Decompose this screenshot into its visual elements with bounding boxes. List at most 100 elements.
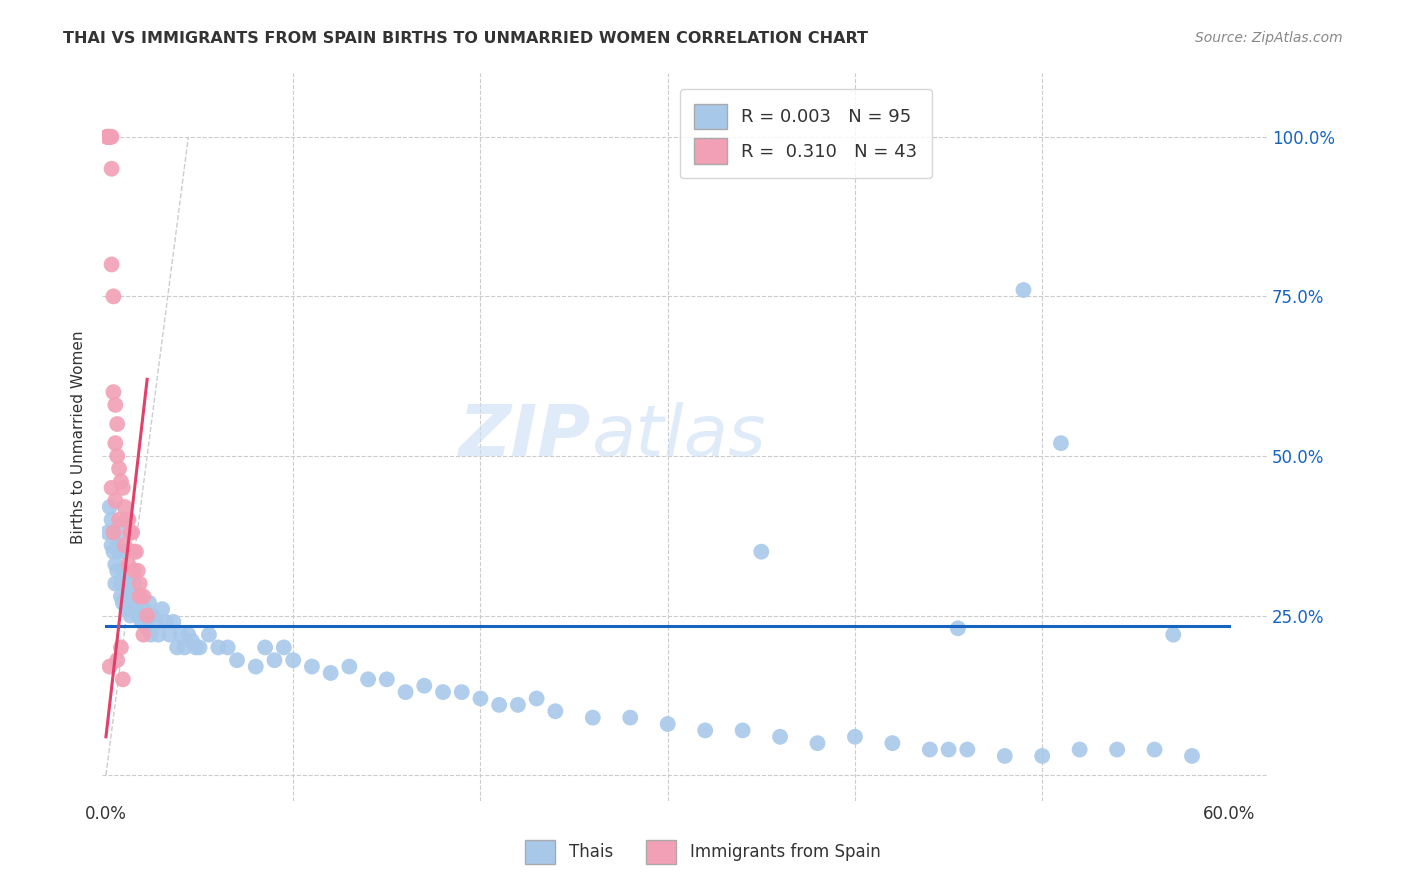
Point (114, 500, 136, 514)
Point (128, 576, 150, 591)
Point (162, 615, 184, 629)
Point (96, 129, 118, 144)
Point (245, 659, 267, 673)
Point (105, 564, 128, 578)
Point (177, 628, 200, 642)
Point (105, 449, 128, 463)
Point (263, 653, 285, 667)
Point (104, 436, 127, 450)
Point (120, 525, 142, 540)
Point (114, 538, 136, 552)
Point (105, 538, 128, 552)
Point (181, 634, 204, 648)
Point (136, 608, 159, 623)
Point (121, 525, 143, 540)
Point (946, 621, 969, 635)
Point (619, 711, 641, 725)
Point (139, 628, 162, 642)
Point (104, 493, 127, 508)
Point (1181, 748, 1204, 763)
Point (173, 640, 195, 655)
Point (105, 653, 128, 667)
Legend: Thais, Immigrants from Spain: Thais, Immigrants from Spain (519, 833, 887, 871)
Point (103, 289, 125, 303)
Point (104, 576, 127, 591)
Point (117, 558, 139, 572)
Point (731, 723, 754, 738)
Point (283, 653, 305, 667)
Point (1143, 742, 1166, 756)
Point (145, 615, 167, 629)
Point (108, 544, 131, 558)
Point (1012, 283, 1035, 297)
Point (582, 711, 605, 725)
Point (100, 538, 122, 552)
Point (115, 590, 138, 604)
Point (132, 590, 155, 604)
Point (450, 685, 472, 699)
Point (114, 544, 136, 558)
Point (127, 608, 149, 623)
Point (413, 679, 436, 693)
Point (488, 698, 510, 712)
Point (97, 525, 120, 540)
Point (115, 513, 138, 527)
Point (254, 640, 277, 655)
Point (134, 608, 156, 623)
Point (100, 257, 122, 271)
Point (122, 564, 145, 578)
Point (188, 640, 211, 655)
Point (170, 628, 193, 642)
Point (506, 698, 529, 712)
Text: ZIP: ZIP (460, 402, 592, 471)
Point (844, 730, 866, 744)
Point (100, 129, 122, 144)
Point (100, 513, 122, 527)
Point (97, 129, 120, 144)
Point (127, 564, 149, 578)
Point (375, 673, 398, 687)
Point (470, 691, 492, 706)
Point (749, 544, 772, 558)
Point (319, 665, 342, 680)
Point (98, 500, 121, 514)
Point (938, 742, 960, 756)
Point (394, 685, 416, 699)
Point (695, 723, 717, 738)
Point (110, 576, 132, 591)
Point (128, 590, 150, 604)
Point (526, 691, 548, 706)
Point (111, 564, 134, 578)
Point (104, 398, 127, 412)
Point (111, 596, 134, 610)
Point (120, 608, 142, 623)
Point (108, 525, 131, 540)
Point (657, 717, 679, 731)
Point (111, 673, 134, 687)
Point (273, 640, 295, 655)
Point (1161, 628, 1184, 642)
Point (159, 628, 181, 642)
Point (155, 615, 177, 629)
Point (184, 640, 207, 655)
Point (198, 628, 221, 642)
Point (769, 730, 792, 744)
Point (98, 129, 121, 144)
Point (142, 608, 165, 623)
Point (918, 742, 941, 756)
Point (114, 576, 136, 591)
Point (98, 129, 121, 144)
Point (117, 513, 139, 527)
Point (1050, 436, 1073, 450)
Point (544, 704, 567, 718)
Point (882, 736, 904, 750)
Point (125, 544, 148, 558)
Point (148, 628, 170, 642)
Point (97, 129, 120, 144)
Point (132, 602, 155, 616)
Point (97, 129, 120, 144)
Point (122, 602, 145, 616)
Point (103, 385, 125, 400)
Point (100, 481, 122, 495)
Point (357, 673, 380, 687)
